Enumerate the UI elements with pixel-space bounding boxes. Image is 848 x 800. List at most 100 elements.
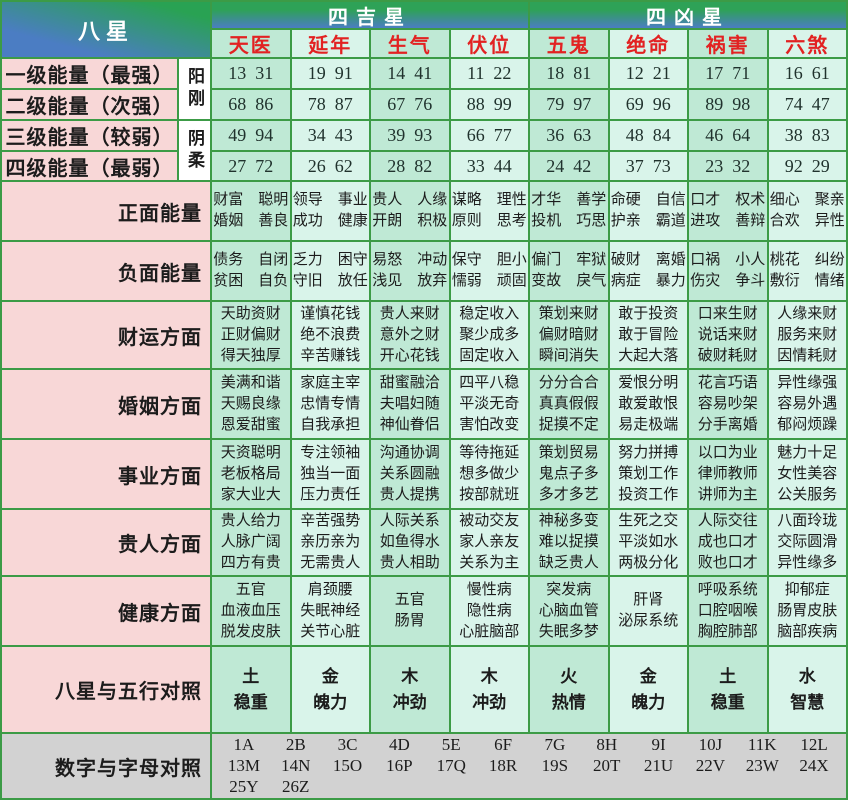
cell-line: 桃花 纠纷 <box>769 252 845 268</box>
cell-line: 分分合合 <box>538 374 599 391</box>
cell-line: 命硬 自信 <box>610 192 686 208</box>
energy-value-cell: 46 64 <box>689 121 767 150</box>
cell-line: 合欢 异性 <box>769 213 845 229</box>
aspect-cell: 等待拖延 想多做少 按部就班 <box>450 440 528 508</box>
energy-value-cell: 16 61 <box>768 59 846 88</box>
yang-label: 阳刚 <box>179 59 210 119</box>
number-letter-pair: 18R <box>488 756 518 775</box>
cell-line: 心脏脑部 <box>459 623 520 640</box>
number-letter-pair: 8H <box>596 735 618 754</box>
number-letter-pair: 23W <box>745 756 779 775</box>
aspect-cell: 抑郁症 肠胃皮肤 脑部疾病 <box>768 577 846 645</box>
energy-value-cell: 88 99 <box>450 90 528 119</box>
cell-line: 多才多艺 <box>538 486 599 503</box>
cell-line: 爱恨分明 <box>618 374 679 391</box>
cell-line: 稳定收入 <box>459 305 520 322</box>
number-letter-pair: 24X <box>799 756 829 775</box>
cell-line: 以口为业 <box>697 444 758 461</box>
aspect-cell: 魅力十足 女性美容 公关服务 <box>768 440 846 508</box>
aspect-cell: 神秘多变 难以捉摸 缺乏贵人 <box>530 510 608 575</box>
cell-line: 两极分化 <box>618 555 679 571</box>
cell-line: 肩颈腰 <box>307 581 353 598</box>
number-letter-pair: 17Q <box>436 756 466 775</box>
cell-line: 伤灾 争斗 <box>690 273 766 289</box>
energy-value-cell: 48 84 <box>609 121 687 150</box>
energy-value-cell: 18 81 <box>530 59 608 88</box>
cell-line: 投资工作 <box>618 486 679 503</box>
cell-line: 胸腔肺部 <box>697 623 758 640</box>
cell-line: 老板格局 <box>220 465 281 482</box>
energy-value-cell: 23 32 <box>689 152 767 180</box>
cell-line: 努力拼搏 <box>618 444 679 461</box>
cell-line: 贵人来财 <box>379 305 440 322</box>
cell-line: 神秘多变 <box>538 513 599 529</box>
cell-line: 亲历亲为 <box>300 534 361 550</box>
cell-line: 金 <box>321 666 339 686</box>
cell-line: 公关服务 <box>777 486 838 503</box>
cell-line: 冲劲 <box>472 692 507 712</box>
cell-line: 泌尿系统 <box>618 613 679 629</box>
cell-line: 败也口才 <box>697 555 758 571</box>
aspect-cell: 花言巧语 容易吵架 分手离婚 <box>689 370 767 438</box>
number-letter-pair: 20T <box>593 756 621 775</box>
aspect-cell: 贵人给力 人脉广阔 四方有贵 <box>212 510 290 575</box>
cell-line: 血液血压 <box>220 602 281 619</box>
energy-value-cell: 79 97 <box>530 90 608 119</box>
cell-line: 木 <box>401 666 419 686</box>
cell-line: 谋略 理性 <box>451 192 527 208</box>
cell-line: 真真假假 <box>538 395 599 412</box>
cell-line: 口才 权术 <box>690 192 766 208</box>
number-letter-pair: 1A <box>233 735 255 754</box>
star-header: 生气 <box>371 30 449 57</box>
cell-line: 天赐良缘 <box>220 395 281 412</box>
cell-line: 压力责任 <box>300 486 361 503</box>
number-letter-pair: 13M <box>227 756 260 775</box>
energy-value-cell: 38 83 <box>768 121 846 150</box>
aspect-cell: 呼吸系统 口腔咽喉 胸腔肺部 <box>689 577 767 645</box>
cell-line: 天助资财 <box>220 305 281 322</box>
aspect-cell: 人际交往 成也口才 败也口才 <box>689 510 767 575</box>
cell-line: 异性缘多 <box>777 555 838 571</box>
energy-value-cell: 68 86 <box>212 90 290 119</box>
aspect-cell: 稳定收入 聚少成多 固定收入 <box>450 302 528 368</box>
aspect-cell: 五官 血液血压 脱发皮肤 <box>212 577 290 645</box>
energy-value-cell: 34 43 <box>291 121 369 150</box>
aspect-cell: 谨慎花钱 绝不浪费 辛苦赚钱 <box>291 302 369 368</box>
cell-line: 成功 健康 <box>292 213 368 229</box>
cell-line: 易怒 冲动 <box>372 252 448 268</box>
energy-row-label: 一级能量（最强） <box>2 59 177 88</box>
aspect-cell: 策划来财 偏财暗财 瞬间消失 <box>530 302 608 368</box>
cell-line: 四平八稳 <box>459 374 520 391</box>
cell-line: 关系为主 <box>459 555 520 571</box>
energy-value-cell: 17 71 <box>689 59 767 88</box>
cell-line: 难以捉摸 <box>538 534 599 550</box>
cell-line: 投机 巧思 <box>531 213 607 229</box>
energy-value-cell: 78 87 <box>291 90 369 119</box>
star-header: 祸害 <box>689 30 767 57</box>
cell-line: 鬼点子多 <box>538 465 599 482</box>
number-letter-pair: 15O <box>332 756 363 775</box>
energy-value-cell: 26 62 <box>291 152 369 180</box>
aspect-cell: 肝肾 泌尿系统 <box>609 577 687 645</box>
energy-value-cell: 37 73 <box>609 152 687 180</box>
energy-value-cell: 89 98 <box>689 90 767 119</box>
cell-line: 木 <box>480 666 498 686</box>
cell-line: 容易吵架 <box>697 395 758 412</box>
star-header: 延年 <box>291 30 369 57</box>
aspect-cell: 口祸 小人 伤灾 争斗 <box>689 242 767 300</box>
energy-value-cell: 66 77 <box>450 121 528 150</box>
star-header: 伏位 <box>450 30 528 57</box>
energy-value-cell: 14 41 <box>371 59 449 88</box>
aspect-cell: 甜蜜融洽 夫唱妇随 神仙眷侣 <box>371 370 449 438</box>
cell-line: 专注领袖 <box>300 444 361 461</box>
yin-label: 阴柔 <box>179 121 210 180</box>
aspect-cell: 贵人来财 意外之财 开心花钱 <box>371 302 449 368</box>
cell-line: 郁闷烦躁 <box>777 416 838 433</box>
cell-line: 人脉广阔 <box>220 534 281 550</box>
cell-line: 谨慎花钱 <box>300 305 361 322</box>
aspect-cell: 火热情 <box>530 647 608 732</box>
cell-line: 火 <box>560 666 578 686</box>
aspect-cell: 细心 聚亲 合欢 异性 <box>768 182 846 240</box>
